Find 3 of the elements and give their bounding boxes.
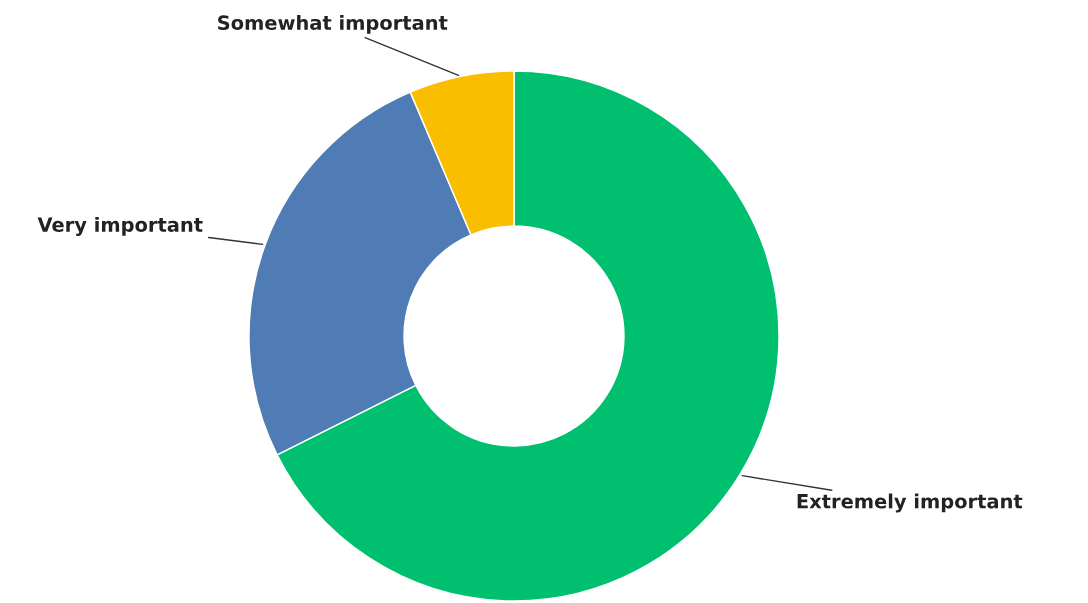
slice-label: Very important — [37, 216, 203, 236]
slice-label: Somewhat important — [218, 15, 448, 34]
slice-label: Extremely important — [797, 493, 1023, 513]
